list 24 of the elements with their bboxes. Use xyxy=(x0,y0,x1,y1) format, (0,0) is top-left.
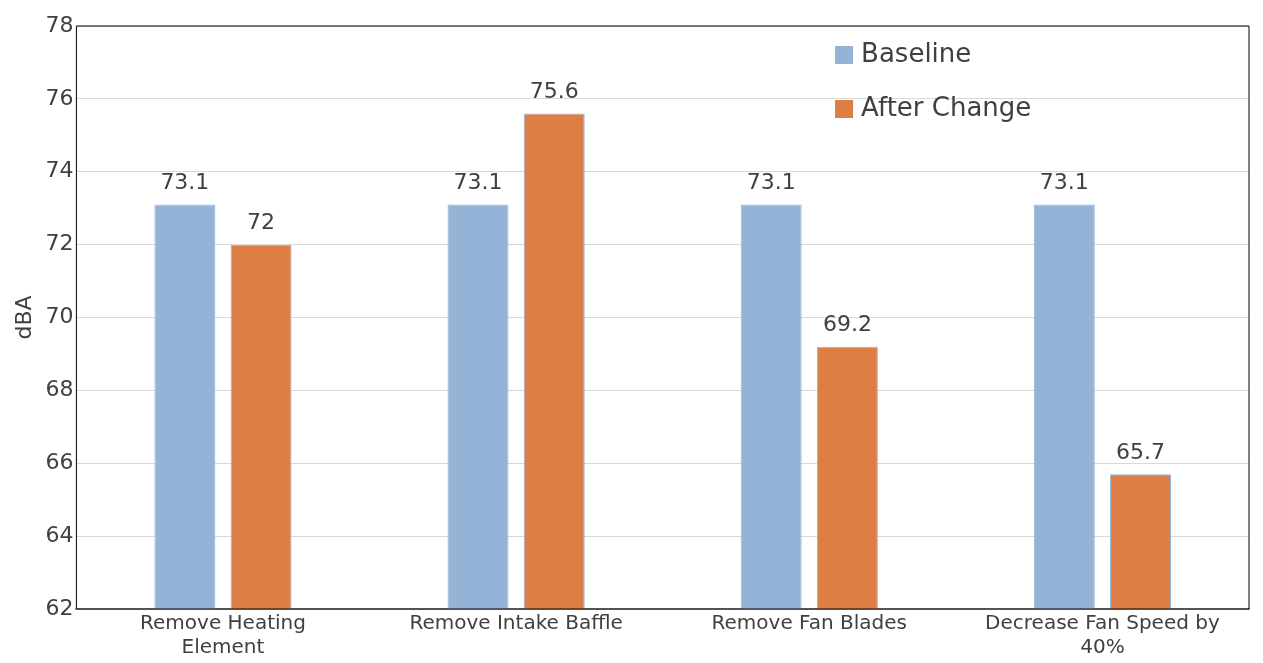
y-tick-label: 66 xyxy=(45,448,74,474)
y-tick-label: 70 xyxy=(45,303,74,329)
y-tick-label: 68 xyxy=(45,376,74,402)
x-tick-label: Remove Intake Baffle xyxy=(409,610,623,635)
y-axis-title: dBA xyxy=(10,295,36,340)
x-tick-label: Remove Heating Element xyxy=(140,610,306,659)
data-label: 72 xyxy=(247,209,276,235)
data-label: 69.2 xyxy=(822,311,872,337)
y-tick-label: 64 xyxy=(45,521,74,547)
data-label: 73.1 xyxy=(160,169,210,195)
legend-label: After Change xyxy=(861,91,1032,122)
data-label: 73.1 xyxy=(1039,169,1089,195)
data-label: 65.7 xyxy=(1116,438,1166,464)
x-tick-label: Decrease Fan Speed by 40% xyxy=(985,610,1220,659)
data-label: 73.1 xyxy=(453,169,503,195)
y-tick-label: 76 xyxy=(45,84,74,110)
legend-label: Baseline xyxy=(861,37,972,68)
y-tick-label: 62 xyxy=(45,594,74,620)
data-label: 75.6 xyxy=(529,78,579,104)
y-tick-label: 78 xyxy=(45,11,74,37)
y-tick-label: 72 xyxy=(45,230,74,256)
x-tick-label: Remove Fan Blades xyxy=(711,610,907,635)
y-tick-label: 74 xyxy=(45,157,74,183)
data-label: 73.1 xyxy=(746,169,796,195)
